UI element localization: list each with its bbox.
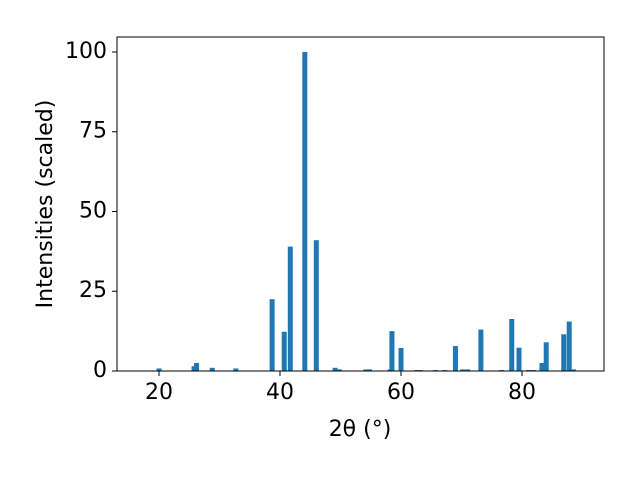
bar [566, 321, 572, 371]
bar [363, 369, 369, 371]
bar [287, 246, 293, 371]
x-tick-label: 20 [145, 380, 173, 405]
y-tick-label: 25 [79, 278, 107, 303]
bar [269, 299, 275, 371]
bar [332, 367, 338, 371]
bar [281, 331, 287, 371]
bar [233, 368, 239, 371]
y-tick-label: 100 [65, 39, 107, 64]
bar [313, 240, 319, 371]
x-tick-label: 60 [387, 380, 415, 405]
bar [367, 369, 373, 371]
bar [398, 348, 404, 371]
bar [465, 369, 471, 371]
x-axis-label: 2θ (°) [329, 417, 392, 442]
bar [509, 319, 515, 371]
bar [516, 347, 522, 371]
plot-frame [116, 36, 605, 372]
bar [194, 363, 200, 371]
bar [389, 331, 395, 371]
y-axis-label: Intensities (scaled) [33, 100, 58, 309]
bar [543, 342, 549, 371]
y-tick-label: 0 [93, 358, 107, 383]
bar [156, 368, 162, 371]
bar [452, 346, 458, 371]
bar [336, 369, 342, 371]
bar [570, 369, 576, 371]
y-tick-label: 50 [79, 198, 107, 223]
bar [561, 334, 567, 371]
bar [539, 363, 545, 371]
x-tick-label: 40 [266, 380, 294, 405]
bar [478, 329, 484, 371]
bar [302, 51, 308, 371]
bar [460, 369, 466, 371]
y-tick-label: 75 [79, 119, 107, 144]
x-tick-label: 80 [508, 380, 536, 405]
bar [209, 367, 215, 371]
